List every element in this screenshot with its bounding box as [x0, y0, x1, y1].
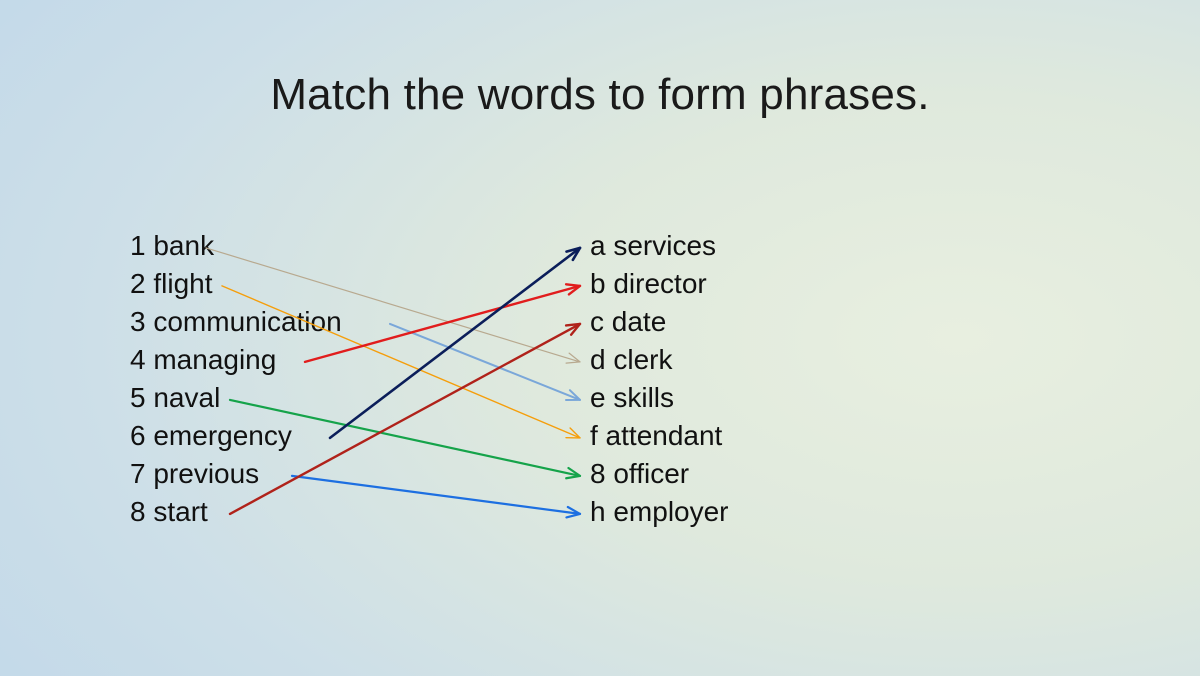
- left-item: 8 start: [130, 493, 342, 531]
- left-column: 1 bank2 flight3 communication4 managing5…: [130, 227, 342, 531]
- right-item: b director: [590, 265, 729, 303]
- left-item: 1 bank: [130, 227, 342, 265]
- right-column: a servicesb directorc dated clerke skill…: [590, 227, 729, 531]
- left-item: 7 previous: [130, 455, 342, 493]
- left-item: 5 naval: [130, 379, 342, 417]
- right-item: c date: [590, 303, 729, 341]
- right-item: e skills: [590, 379, 729, 417]
- right-item: h employer: [590, 493, 729, 531]
- slide: Match the words to form phrases. 1 bank2…: [0, 0, 1200, 676]
- right-item: a services: [590, 227, 729, 265]
- right-item: f attendant: [590, 417, 729, 455]
- slide-title: Match the words to form phrases.: [0, 70, 1200, 120]
- right-item: 8 officer: [590, 455, 729, 493]
- right-item: d clerk: [590, 341, 729, 379]
- left-item: 3 communication: [130, 303, 342, 341]
- left-item: 6 emergency: [130, 417, 342, 455]
- left-item: 2 flight: [130, 265, 342, 303]
- left-item: 4 managing: [130, 341, 342, 379]
